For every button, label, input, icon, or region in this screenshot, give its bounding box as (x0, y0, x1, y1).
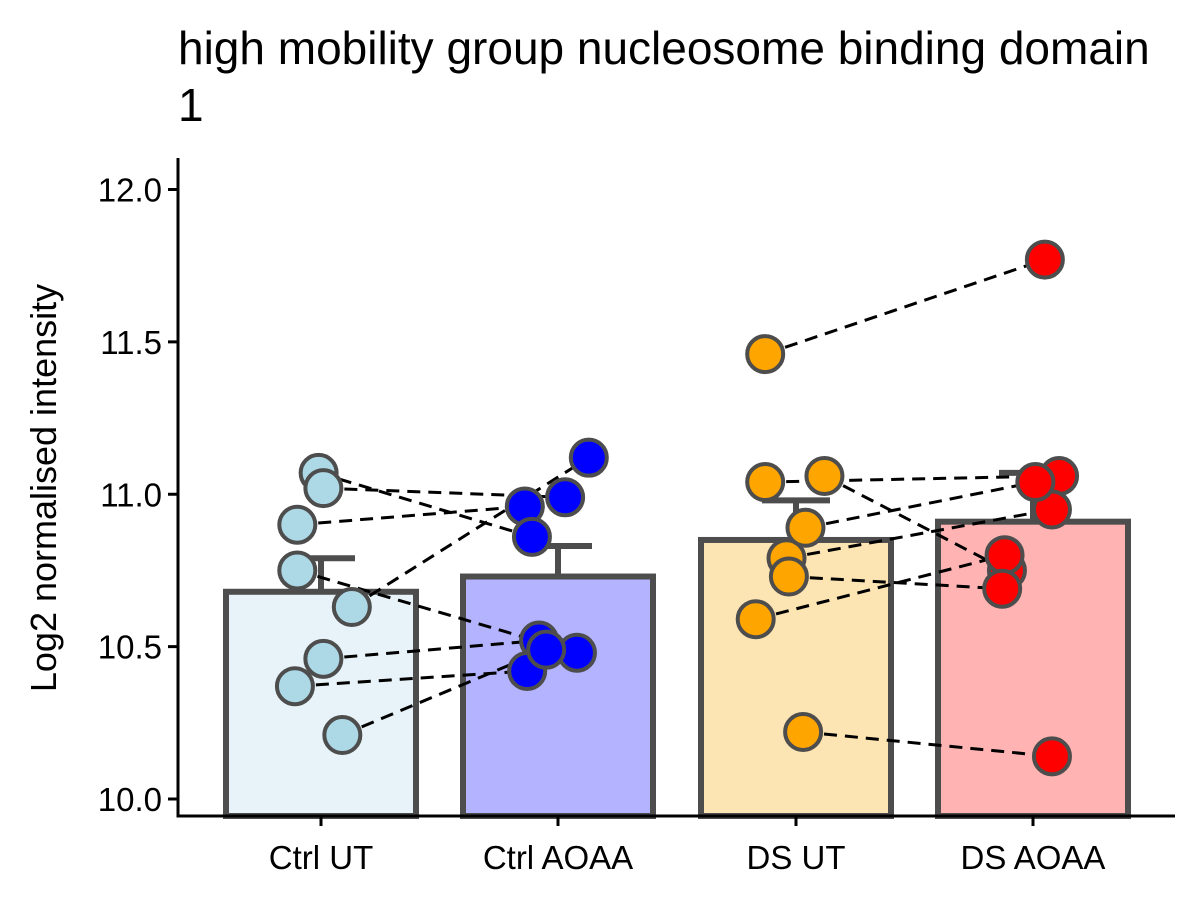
data-point-1-2 (568, 437, 609, 478)
y-axis-label: Log2 normalised intensity (23, 284, 64, 692)
points-layer (274, 239, 1080, 777)
data-point-2-0 (745, 334, 786, 375)
pair-link-0-1 (318, 471, 533, 539)
y-tick-label-4: 12.0 (98, 172, 162, 209)
data-point-3-7 (1031, 736, 1072, 777)
bar-3 (935, 518, 1131, 819)
data-point-0-5 (274, 666, 315, 707)
data-point-0-0 (277, 504, 318, 545)
axes-layer: 10.0 10.5 11.0 11.5 12.0 Ctrl UT Ctrl AOAA DS U… (98, 158, 1175, 876)
y-tick-label-2: 11.0 (100, 476, 162, 513)
data-point-0-4 (303, 638, 344, 679)
pair-link-0-2 (351, 456, 590, 609)
y-tick-label-3: 11.5 (100, 324, 162, 361)
y-tick-label-0: 10.0 (98, 781, 162, 818)
data-point-2-3 (785, 507, 826, 548)
data-point-3-0 (1024, 239, 1065, 280)
pair-link-2-3 (805, 480, 1036, 530)
y-tick-label-1: 10.5 (98, 629, 162, 666)
x-tick-label-1: Ctrl AOAA (483, 839, 633, 876)
x-tick-label-3: DS AOAA (961, 839, 1106, 876)
data-point-3-3 (1015, 462, 1056, 503)
chart-title-line-2: 1 (178, 79, 204, 131)
data-point-0-6 (277, 550, 318, 591)
data-point-2-7 (783, 711, 824, 752)
pair-link-2-6 (788, 575, 1003, 591)
pair-link-0-4 (323, 639, 540, 661)
chart-title-line-1: high mobility group nucleosome binding d… (178, 22, 1150, 74)
x-tick-label-0: Ctrl UT (269, 839, 373, 876)
pair-link-0-7 (341, 648, 547, 737)
data-point-1-1 (511, 516, 552, 557)
data-point-2-5 (735, 599, 776, 640)
data-point-3-5 (984, 535, 1025, 576)
data-point-2-4 (804, 455, 845, 496)
pair-link-2-2 (786, 508, 1053, 560)
data-point-3-6 (982, 568, 1023, 609)
data-point-2-6 (768, 556, 809, 597)
bar-0 (223, 588, 419, 820)
data-point-0-7 (322, 715, 363, 756)
pair-link-2-0 (764, 258, 1046, 356)
pair-link-2-4 (823, 474, 1008, 572)
data-point-1-7 (526, 629, 567, 670)
x-tick-label-2: DS UT (747, 839, 846, 876)
data-point-1-3 (545, 477, 586, 518)
data-point-0-3 (303, 468, 344, 509)
data-point-2-1 (745, 462, 786, 503)
pair-link-0-0 (297, 504, 525, 527)
bar-1 (460, 573, 656, 819)
pair-link-2-5 (755, 553, 1005, 621)
data-point-0-2 (331, 587, 372, 628)
